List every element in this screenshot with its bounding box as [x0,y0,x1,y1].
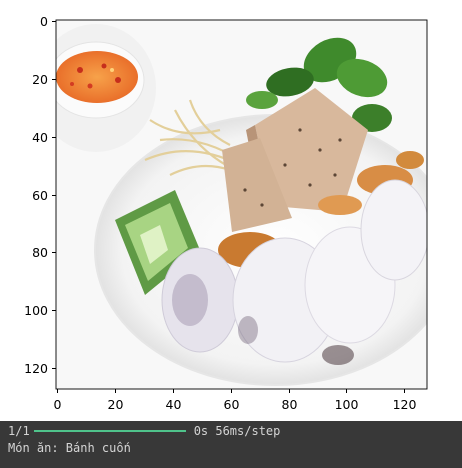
rice-rolls [161,179,427,365]
herbs [246,37,392,132]
y-tick-label: 80 [32,245,48,260]
x-tick-label: 100 [335,397,359,412]
x-tick-label: 0 [54,397,62,412]
progress-bar [33,429,186,432]
y-tick-label: 0 [40,14,48,29]
progress-step: 1/1 [8,424,30,438]
y-tick-label: 100 [24,303,48,318]
y-axis: 0 20 40 60 80 100 120 [24,14,56,376]
progress-line: 1/1 0s 56ms/step [8,423,280,440]
x-tick-label: 20 [108,397,124,412]
progress-time: 0s 56ms/step [193,424,281,438]
plot-svg: 0 20 40 60 80 100 120 0 20 40 60 80 100 … [24,14,428,412]
output-console: 1/1 0s 56ms/step Món ăn: Bánh cuốn [0,421,462,468]
axes-frame [55,19,428,390]
y-tick-label: 60 [32,188,48,203]
x-tick-label: 60 [224,397,240,412]
matplotlib-figure: 0 20 40 60 80 100 120 0 20 40 60 80 100 … [0,0,462,421]
y-tick-label: 20 [32,72,48,87]
result-text: Món ăn: Bánh cuốn [8,441,131,455]
x-tick-label: 120 [393,397,417,412]
y-tick-label: 120 [24,361,48,376]
x-tick-label: 80 [282,397,298,412]
cucumber-slices [115,190,200,295]
food-image [56,20,427,389]
pork-sausage [222,88,368,232]
x-tick-label: 40 [166,397,182,412]
sauce-bowl [56,24,156,152]
x-axis: 0 20 40 60 80 100 120 [54,389,417,412]
y-tick-label: 40 [32,130,48,145]
